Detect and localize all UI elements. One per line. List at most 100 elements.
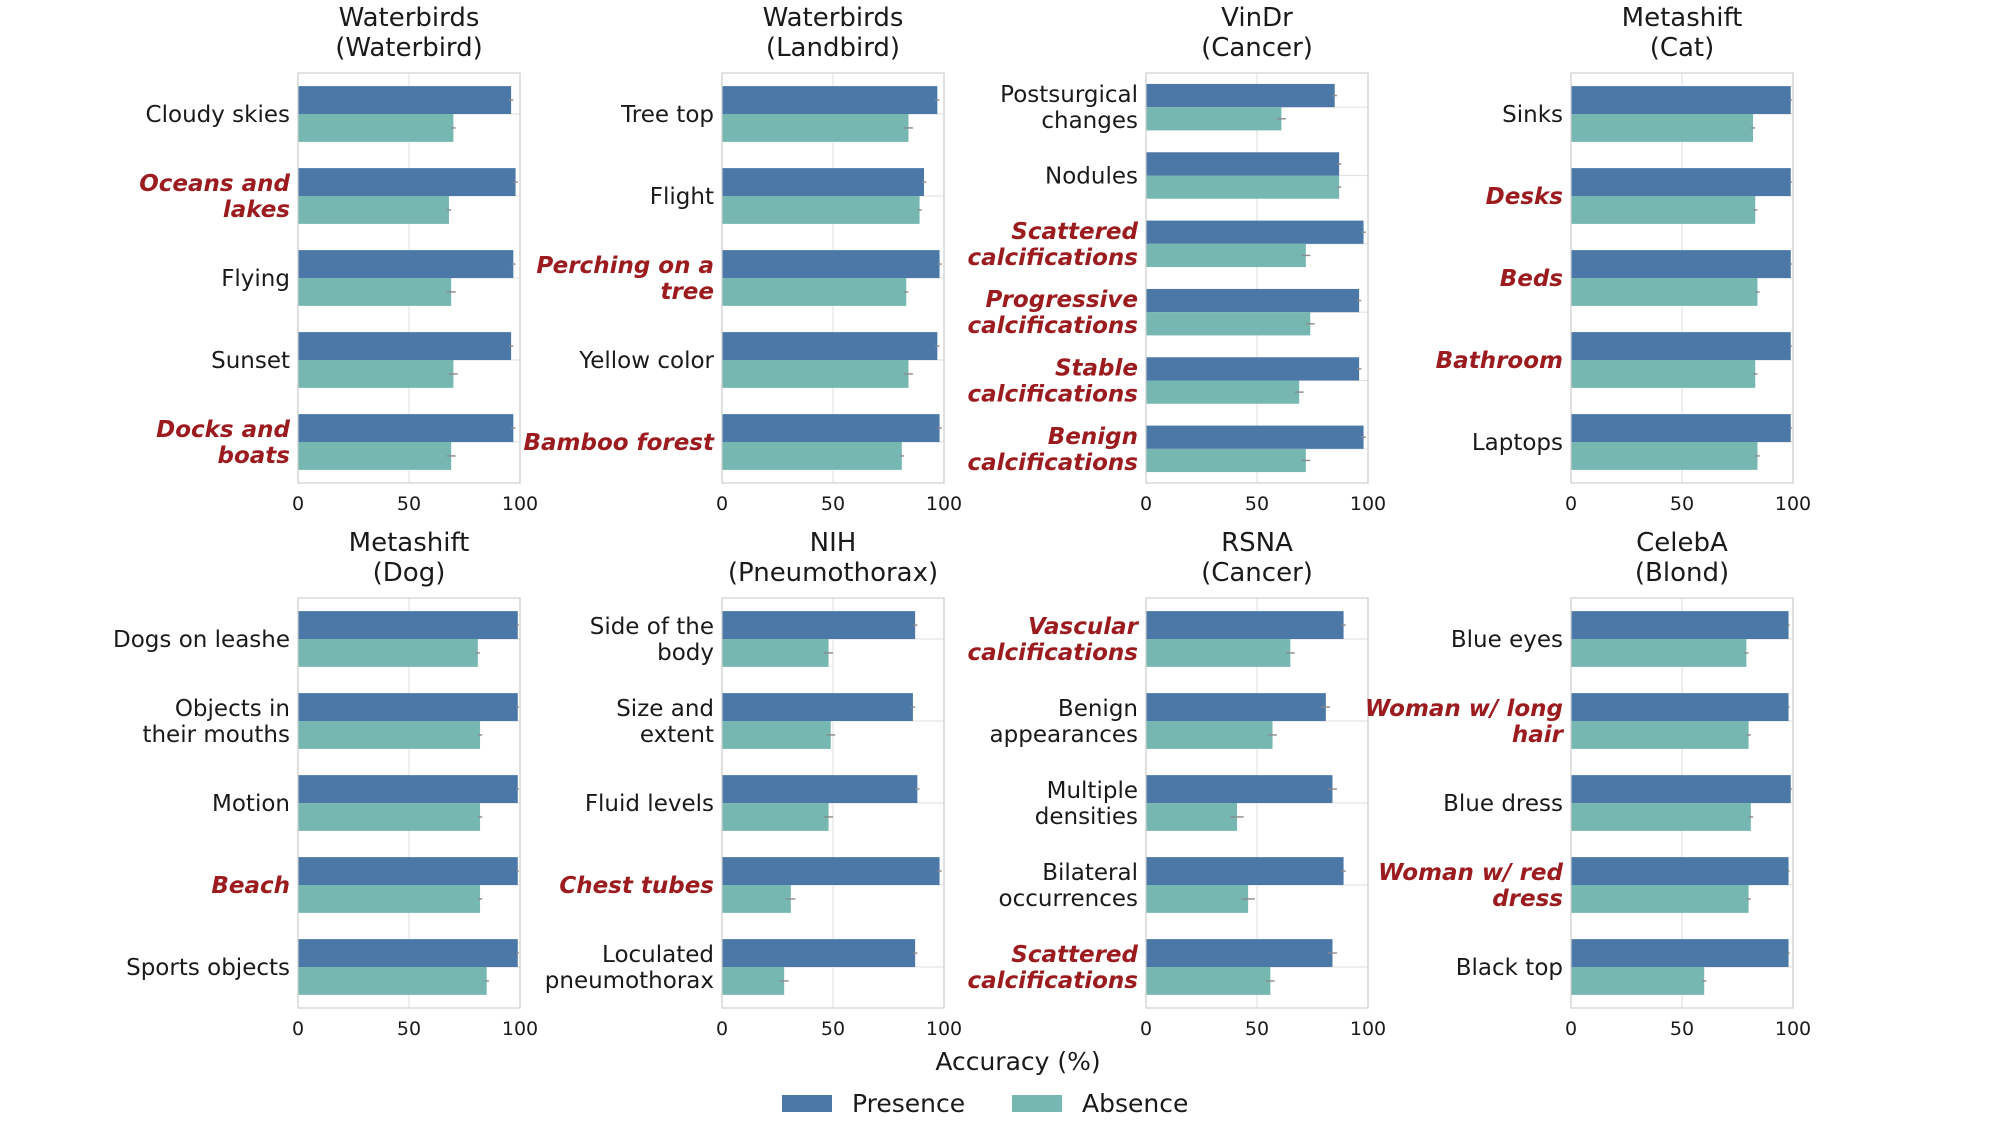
legend-swatch xyxy=(1012,1095,1062,1112)
category-label: Cloudy skies xyxy=(146,102,290,128)
category-label: calcifications xyxy=(967,640,1138,666)
presence-bar xyxy=(1146,775,1333,803)
absence-bar xyxy=(1146,639,1291,667)
absence-bar xyxy=(1571,442,1758,470)
presence-bar xyxy=(722,775,918,803)
presence-bar xyxy=(298,693,518,721)
category-label: dress xyxy=(1492,886,1563,912)
category-label: calcifications xyxy=(967,382,1138,408)
presence-bar xyxy=(722,693,913,721)
absence-bar xyxy=(722,442,902,470)
presence-bar xyxy=(1146,939,1333,967)
x-tick-label: 0 xyxy=(292,493,304,515)
presence-bar xyxy=(722,414,940,442)
presence-bar xyxy=(1571,775,1791,803)
category-label: appearances xyxy=(990,722,1138,748)
category-label: Progressive xyxy=(985,287,1138,313)
plot-frame xyxy=(1145,597,1369,1009)
category-label: Beach xyxy=(211,873,290,899)
category-label: Postsurgical xyxy=(1000,82,1138,108)
absence-bar xyxy=(1146,448,1306,473)
category-label: Sinks xyxy=(1502,102,1563,128)
presence-bar xyxy=(298,939,518,967)
category-label: body xyxy=(657,640,714,666)
presence-bar xyxy=(1571,693,1789,721)
category-label: Size and xyxy=(616,696,714,722)
presence-bar xyxy=(722,332,938,360)
x-tick-label: 100 xyxy=(1350,493,1386,515)
x-tick-label: 50 xyxy=(821,1018,845,1040)
absence-bar xyxy=(722,967,785,995)
x-tick-label: 0 xyxy=(1565,1018,1577,1040)
panel-title: (Landbird) xyxy=(766,33,900,63)
category-label: calcifications xyxy=(967,313,1138,339)
panel-title: (Dog) xyxy=(373,558,446,588)
panel: RSNA(Cancer)VascularcalcificationsBenign… xyxy=(967,528,1386,1040)
absence-bar xyxy=(722,639,829,667)
panel-title: (Waterbird) xyxy=(335,33,483,63)
category-label: calcifications xyxy=(967,245,1138,271)
absence-bar xyxy=(1146,243,1306,268)
presence-bar xyxy=(298,332,512,360)
category-label: Yellow color xyxy=(578,348,714,374)
panel: Waterbirds(Landbird) Tree top Flight Perchi… xyxy=(523,3,962,515)
presence-bar xyxy=(722,857,940,885)
category-label: Docks and xyxy=(156,417,290,443)
category-label: Beds xyxy=(1500,266,1563,292)
x-tick-label: 100 xyxy=(926,1018,962,1040)
category-label: Woman w/ red xyxy=(1378,860,1563,886)
presence-bar xyxy=(722,611,916,639)
presence-bar xyxy=(1571,332,1791,360)
plot-frame xyxy=(721,597,945,1009)
absence-bar xyxy=(1146,312,1311,336)
absence-bar xyxy=(722,278,907,306)
category-label: densities xyxy=(1035,804,1138,830)
category-label: Black top xyxy=(1456,955,1563,981)
absence-bar xyxy=(1571,196,1756,224)
category-label: Objects in xyxy=(175,696,290,722)
category-label: Blue eyes xyxy=(1451,627,1563,653)
category-label: Tree top xyxy=(620,102,714,128)
category-label: Vascular xyxy=(1028,614,1140,640)
x-tick-label: 0 xyxy=(1140,1018,1152,1040)
category-label: Motion xyxy=(212,791,290,817)
plot-frame xyxy=(1145,72,1369,484)
x-tick-label: 100 xyxy=(926,493,962,515)
x-tick-label: 100 xyxy=(1775,493,1811,515)
category-label: Oceans and xyxy=(139,171,290,197)
panel-title: NIH xyxy=(810,528,857,558)
presence-bar xyxy=(1146,857,1344,885)
absence-bar xyxy=(298,721,481,749)
x-tick-label: 0 xyxy=(1565,493,1577,515)
category-label: boats xyxy=(218,443,290,469)
category-label: Scattered xyxy=(1011,219,1138,245)
plot-frame xyxy=(721,72,945,484)
plot-frame xyxy=(1570,72,1794,484)
category-label: Bathroom xyxy=(1436,348,1563,374)
panel: Waterbirds(Waterbird) Cloudy skies Oceans … xyxy=(139,3,538,515)
x-tick-label: 50 xyxy=(397,1018,421,1040)
panel-title: Waterbirds xyxy=(763,3,904,33)
panel: Metashift(Dog) Dogs on leashe Objects inth… xyxy=(113,528,538,1040)
presence-bar xyxy=(298,414,514,442)
category-label: Sunset xyxy=(211,348,290,374)
category-label: Sports objects xyxy=(126,955,290,981)
absence-bar xyxy=(722,196,920,224)
absence-bar xyxy=(298,196,449,224)
presence-bar xyxy=(722,250,940,278)
category-label: pneumothorax xyxy=(545,968,714,994)
panel-title: VinDr xyxy=(1221,3,1293,33)
legend: Presence Absence xyxy=(782,1089,1188,1118)
absence-bar xyxy=(1571,360,1756,388)
presence-bar xyxy=(1571,414,1791,442)
presence-bar xyxy=(298,775,518,803)
category-label: Perching on a xyxy=(536,253,714,279)
absence-bar xyxy=(1146,175,1340,199)
category-label: Woman w/ long xyxy=(1365,696,1563,722)
presence-bar xyxy=(1146,152,1340,176)
absence-bar xyxy=(1571,967,1705,995)
presence-bar xyxy=(298,250,514,278)
absence-bar xyxy=(1146,380,1300,404)
category-label: calcifications xyxy=(967,968,1138,994)
x-tick-label: 0 xyxy=(292,1018,304,1040)
